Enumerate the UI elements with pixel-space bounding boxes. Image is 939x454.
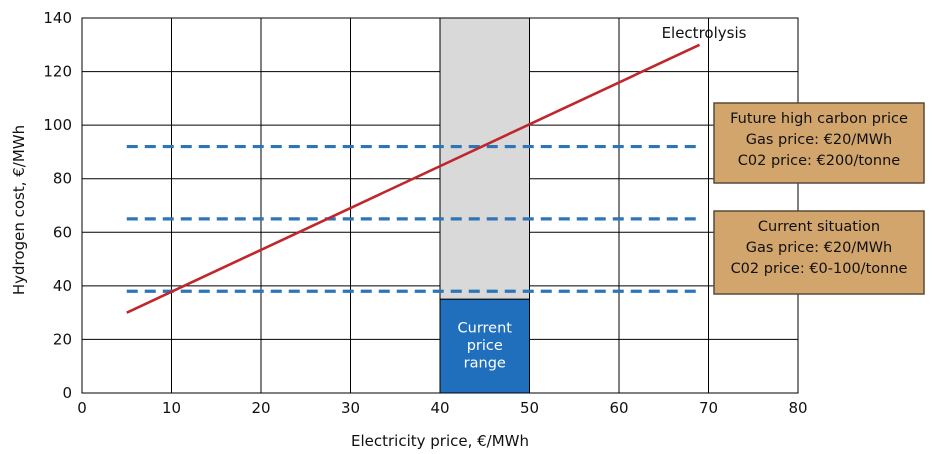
electrolysis-label: Electrolysis <box>662 24 747 42</box>
price-range-label: range <box>464 355 506 371</box>
x-tick-label: 60 <box>609 399 628 417</box>
annotation-text-future: C02 price: €200/tonne <box>738 153 900 169</box>
reference-lines <box>126 144 700 293</box>
annotation-text-current: Gas price: €20/MWh <box>746 240 892 256</box>
y-tick-label: 0 <box>62 384 72 402</box>
x-tick-label: 40 <box>430 399 449 417</box>
annotation-box-future <box>713 102 925 184</box>
x-tick-label: 80 <box>788 399 807 417</box>
y-tick-label: 20 <box>53 330 72 348</box>
tick-labels: 0 10 20 30 40 50 60 70 80 0 20 40 60 80 100 120 140 <box>43 9 807 417</box>
electrolysis-line <box>126 43 701 314</box>
y-axis-title: Hydrogen cost, €/MWh <box>10 125 28 295</box>
current-price-range-box <box>439 298 530 394</box>
annotation-text-current: C02 price: €0-100/tonne <box>731 261 908 277</box>
annotation-text-future: Gas price: €20/MWh <box>746 132 892 148</box>
annotation-boxes: Future high carbon price Gas price: €20/M… <box>713 102 925 295</box>
x-tick-label: 50 <box>520 399 539 417</box>
x-tick-label: 0 <box>77 399 87 417</box>
y-tick-label: 100 <box>43 116 72 134</box>
annotation-text-future: Future high carbon price <box>730 111 908 127</box>
y-tick-label: 80 <box>53 170 72 188</box>
x-axis-title: Electricity price, €/MWh <box>351 432 529 450</box>
price-range-label: price <box>467 338 503 354</box>
y-tick-label: 120 <box>43 63 72 81</box>
y-tick-label: 140 <box>43 9 72 27</box>
price-range-label: Current <box>458 320 513 336</box>
y-tick-label: 40 <box>53 277 72 295</box>
x-tick-label: 30 <box>341 399 360 417</box>
annotation-box-current <box>713 210 925 295</box>
x-tick-label: 10 <box>162 399 181 417</box>
x-tick-label: 20 <box>251 399 270 417</box>
y-tick-label: 60 <box>53 223 72 241</box>
x-tick-label: 70 <box>699 399 718 417</box>
series-group: Electrolysis <box>126 24 747 314</box>
plot-frame-group <box>81 17 799 394</box>
annotation-text-current: Current situation <box>758 219 880 235</box>
plot-frame <box>81 17 799 394</box>
